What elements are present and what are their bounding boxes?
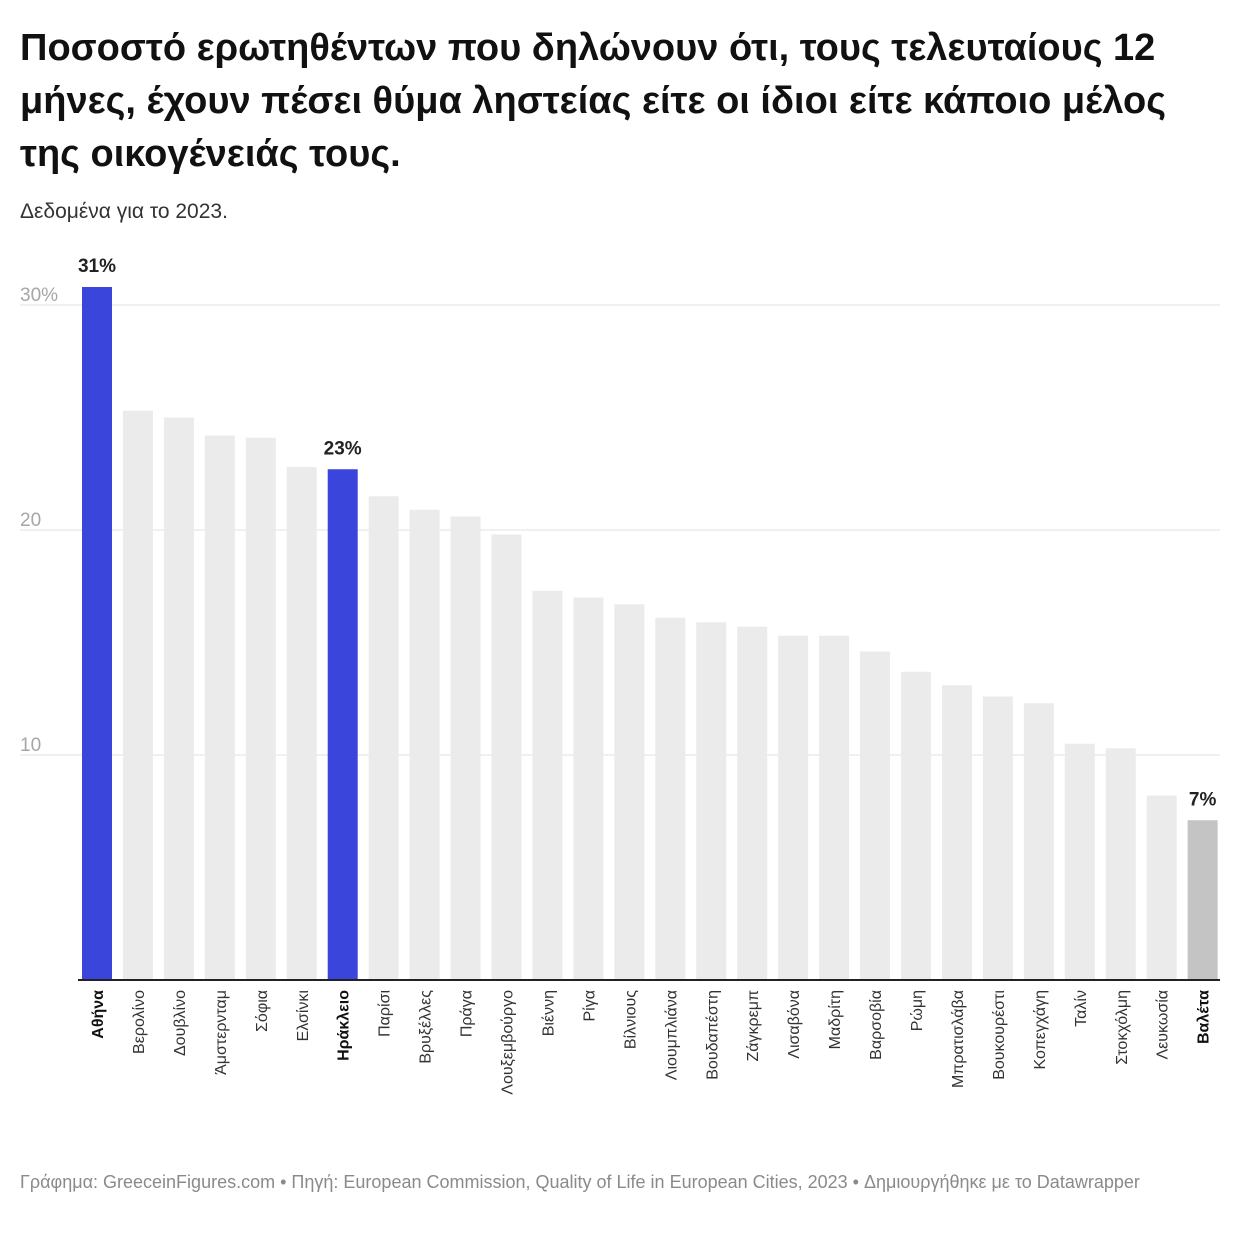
bar: [778, 635, 809, 980]
category-label: Σόφια: [254, 990, 271, 1032]
chart-subtitle: Δεδομένα για το 2023.: [20, 200, 228, 223]
category-label: Βαλέτα: [1196, 990, 1213, 1044]
category-label: Βερολίνο: [131, 990, 148, 1054]
y-tick-label: 30%: [20, 285, 58, 306]
bar: [941, 685, 972, 980]
bar: [1064, 743, 1095, 980]
bar: [450, 516, 481, 980]
bar: [696, 622, 727, 980]
category-label: Ταλίν: [1073, 990, 1090, 1027]
category-label: Ρώμη: [909, 990, 926, 1031]
bar: [982, 696, 1013, 980]
category-label: Ρίγα: [581, 990, 598, 1021]
y-tick-label: 20: [20, 510, 41, 531]
bar: [819, 635, 850, 980]
y-tick-label: 10: [20, 735, 41, 756]
bar: [901, 671, 931, 980]
category-label: Μπρατισλάβα: [950, 990, 967, 1088]
bar: [1187, 820, 1218, 980]
category-label: Βρυξέλλες: [418, 990, 435, 1064]
category-label: Μαδρίτη: [827, 990, 844, 1049]
category-label: Βιέννη: [540, 990, 557, 1036]
data-label: 23%: [324, 438, 362, 459]
bar: [655, 617, 686, 980]
bar: [860, 651, 891, 980]
source-footer: Γράφημα: GreeceinFigures.com • Πηγή: Eur…: [20, 1172, 1140, 1192]
bar-chart: 10 20 30% Αθήνα Βερολίνο Δουβλίνο Άμστερνταμ Σό…: [20, 256, 1220, 1095]
category-label: Βουδαπέστη: [704, 990, 721, 1080]
bar: [245, 437, 276, 980]
bar: [1023, 703, 1054, 980]
category-label: Άμστερνταμ: [213, 990, 230, 1075]
bar: [368, 496, 399, 980]
bar: [409, 509, 440, 980]
category-label: Κοπεγχάγη: [1032, 990, 1049, 1069]
category-label: Λιουμπλιάνα: [663, 990, 680, 1080]
category-label: Στοκχόλμη: [1114, 990, 1131, 1065]
bar: [737, 626, 768, 980]
category-label: Αθήνα: [90, 990, 107, 1039]
chart-title: Ποσοστό ερωτηθέντων που δηλώνουν ότι, το…: [20, 27, 1166, 175]
category-label: Δουβλίνο: [172, 990, 189, 1056]
data-label: 31%: [78, 256, 116, 277]
category-label: Λουξεμβούργο: [500, 990, 517, 1095]
bar: [491, 534, 522, 980]
bar: [122, 410, 153, 980]
category-label: Ηράκλειο: [336, 990, 353, 1061]
data-label: 7%: [1189, 789, 1217, 810]
category-label: Βαρσοβία: [868, 990, 885, 1060]
category-label: Λισαβόνα: [786, 990, 803, 1059]
bar: [1105, 748, 1136, 980]
bar: [327, 469, 358, 980]
bar: [82, 287, 112, 980]
category-label: Ελσίνκι: [295, 990, 312, 1042]
category-label: Λευκωσία: [1155, 990, 1172, 1060]
category-label: Ζάγκρεμπ: [745, 990, 762, 1062]
category-label: Βουκουρέστι: [991, 990, 1008, 1080]
bar: [573, 597, 604, 980]
bar: [204, 435, 235, 980]
bar: [532, 590, 563, 980]
category-label: Πράγα: [459, 990, 476, 1037]
bar: [1146, 795, 1177, 980]
category-label: Παρίσι: [377, 990, 394, 1037]
bar: [286, 467, 317, 980]
category-label: Βίλνιους: [622, 990, 639, 1049]
bar: [614, 604, 645, 980]
bar: [163, 417, 194, 980]
